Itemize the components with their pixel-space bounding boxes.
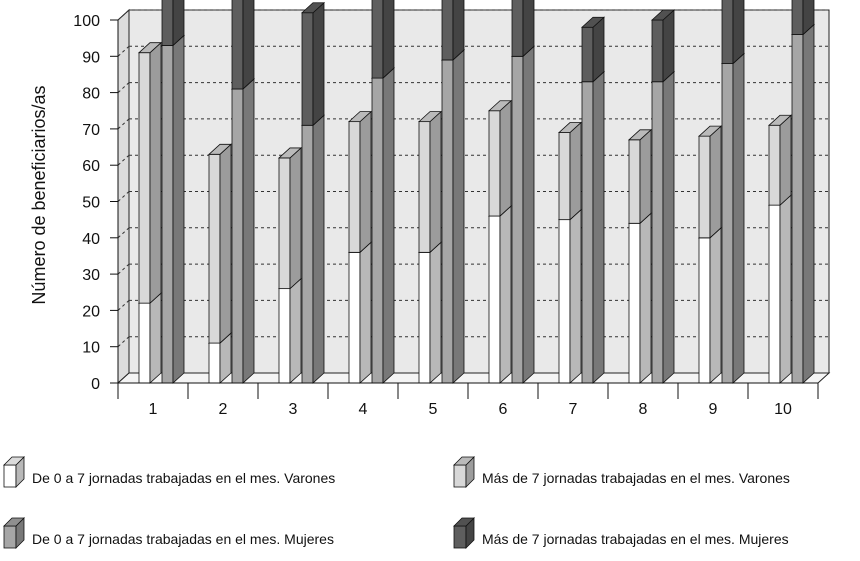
legend-label: De 0 a 7 jornadas trabajadas en el mes. …: [32, 531, 334, 547]
bar-varones-s1-c6: [487, 99, 513, 217]
legend-label: Más de 7 jornadas trabajadas en el mes. …: [482, 470, 790, 486]
bar-mujeres-s2-c3: [300, 114, 326, 384]
y-tick-label: 100: [73, 13, 100, 30]
y-tick-label: 70: [82, 122, 100, 139]
bar-mujeres-s3-c1: [161, 0, 185, 47]
bar-mujeres-s2-c5: [440, 49, 466, 384]
y-tick-label: 80: [82, 86, 100, 103]
bar-mujeres-s3-c10: [791, 0, 815, 36]
x-tick-labels: 1 2 3 4 5 6 7 8 9 10: [149, 401, 792, 418]
legend-label: De 0 a 7 jornadas trabajadas en el mes. …: [32, 470, 335, 486]
y-tick-label: 20: [82, 303, 100, 320]
bar-mujeres-s3-c2: [231, 0, 255, 90]
gridline: [117, 45, 130, 57]
y-tick-label: 50: [82, 195, 100, 212]
bar-varones-s1-c7: [557, 121, 583, 221]
gridline: [117, 300, 130, 311]
bar-mujeres-s2-c6: [510, 45, 536, 384]
bar-mujeres-s3-c7: [580, 16, 606, 83]
bars: [137, 0, 816, 384]
x-tick-label: 6: [499, 401, 508, 418]
legend-item: De 0 a 7 jornadas trabajadas en el mes. …: [3, 456, 335, 488]
bar-mujeres-s3-c4: [371, 0, 395, 79]
bar-varones-s1-c3: [277, 147, 303, 290]
x-tick-label: 8: [639, 401, 648, 418]
bar-varones-s0-c3: [277, 277, 303, 384]
x-tick-label: 9: [709, 401, 718, 418]
bar-mujeres-s3-c6: [511, 0, 535, 58]
y-tick-label: 40: [82, 231, 100, 248]
x-tick-label: 7: [569, 401, 578, 418]
bar-mujeres-s2-c4: [370, 67, 396, 384]
gridline: [117, 336, 130, 348]
gridline: [117, 9, 130, 21]
x-tick-label: 10: [774, 401, 792, 418]
axes: [110, 19, 819, 399]
bar-varones-s0-c5: [417, 241, 443, 384]
gridline: [117, 82, 130, 93]
legend-swatch: [3, 525, 17, 549]
bar-varones-s1-c2: [207, 143, 233, 344]
bar-varones-s1-c4: [347, 110, 373, 254]
bar-mujeres-s2-c2: [230, 78, 256, 384]
bar-varones-s1-c9: [697, 125, 723, 239]
bar-varones-s0-c7: [557, 208, 583, 384]
legend-label: Más de 7 jornadas trabajadas en el mes. …: [482, 531, 789, 547]
bar-varones-s0-c10: [767, 194, 793, 384]
y-tick-label: 30: [82, 267, 100, 284]
bar-mujeres-s2-c7: [580, 70, 606, 384]
legend: De 0 a 7 jornadas trabajadas en el mes. …: [3, 456, 790, 549]
gridline: [117, 118, 130, 130]
bar-varones-s1-c10: [767, 114, 793, 207]
legend-swatch: [453, 525, 467, 549]
bar-mujeres-s3-c9: [721, 0, 745, 65]
bar-varones-s1-c1: [137, 41, 163, 305]
bar-varones-s0-c6: [487, 205, 513, 384]
legend-item: Más de 7 jornadas trabajadas en el mes. …: [453, 517, 789, 549]
x-tick-label: 2: [219, 401, 228, 418]
gridline: [117, 191, 130, 202]
y-tick-labels: 0 10 20 30 40 50 60 70 80 90 100: [73, 13, 100, 393]
bar-varones-s0-c8: [627, 212, 653, 384]
bar-varones-s0-c1: [137, 292, 163, 384]
y-tick-label: 10: [82, 340, 100, 357]
bar-varones-s0-c4: [347, 241, 373, 384]
bar-mujeres-s2-c9: [720, 52, 746, 384]
legend-item: Más de 7 jornadas trabajadas en el mes. …: [453, 456, 790, 488]
bar-varones-s1-c5: [417, 110, 443, 254]
bar-varones-s1-c8: [627, 128, 653, 225]
x-tick-label: 1: [149, 401, 158, 418]
legend-item: De 0 a 7 jornadas trabajadas en el mes. …: [3, 517, 334, 549]
gridline: [117, 263, 130, 275]
y-tick-label: 60: [82, 158, 100, 175]
bar-mujeres-s2-c10: [790, 23, 816, 384]
y-axis-title: Número de beneficiarios/as: [29, 85, 49, 304]
y-tick-label: 0: [91, 376, 100, 393]
bar-mujeres-s3-c3: [300, 1, 326, 127]
x-tick-label: 5: [429, 401, 438, 418]
bar-varones-s0-c9: [697, 226, 723, 384]
bar-mujeres-s2-c1: [160, 34, 186, 384]
bar-mujeres-s3-c8: [650, 9, 676, 83]
gridline: [117, 227, 130, 239]
legend-swatch: [3, 464, 17, 488]
bar-mujeres-s2-c8: [650, 70, 676, 384]
gridline: [117, 154, 130, 166]
x-tick-label: 4: [359, 401, 368, 418]
bar-mujeres-s3-c5: [441, 0, 465, 61]
legend-swatch: [453, 464, 467, 488]
x-tick-label: 3: [289, 401, 298, 418]
y-tick-label: 90: [82, 49, 100, 66]
